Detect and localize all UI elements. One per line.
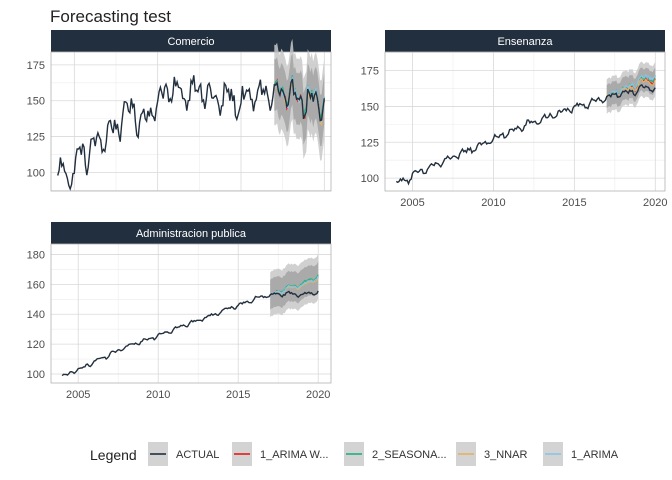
x-tick-label: 2020: [306, 389, 330, 401]
forecast-line-1-arima: [273, 75, 325, 123]
y-tick-label: 100: [27, 369, 45, 381]
y-tick-label: 160: [27, 279, 45, 291]
x-tick-label: 2010: [146, 389, 170, 401]
legend-item-3-nnar: 3_NNAR: [456, 442, 527, 466]
y-tick-label: 120: [27, 339, 45, 351]
legend-label: 1_ARIMA W...: [260, 449, 328, 461]
panel-border: [50, 243, 332, 384]
panel-border: [50, 51, 332, 192]
legend-item-1-arima-w: 1_ARIMA W...: [232, 442, 328, 466]
y-tick-label: 140: [27, 309, 45, 321]
facet-strip-label: Comercio: [167, 36, 214, 48]
y-tick-label: 175: [361, 66, 379, 78]
y-tick-label: 180: [27, 249, 45, 261]
facet-strip-label: Administracion publica: [136, 228, 247, 240]
y-tick-label: 150: [27, 96, 45, 108]
y-tick-label: 100: [27, 167, 45, 179]
panel-background: [385, 52, 665, 191]
actual-line: [395, 84, 656, 186]
chart-title: Forecasting test: [50, 7, 171, 26]
panel-administracion-publica: Administracion publica 100 120 140 160 180 200…: [27, 222, 332, 401]
panel-comercio: Comercio 100 125 150 175: [27, 30, 332, 192]
x-tick-label: 2005: [400, 197, 424, 209]
legend-label: ACTUAL: [176, 449, 219, 461]
x-tick-label: 2015: [562, 197, 586, 209]
y-tick-label: 100: [361, 173, 379, 185]
legend-item-1-arima: 1_ARIMA: [543, 442, 619, 466]
facet-strip: [385, 30, 665, 52]
legend-item-actual: ACTUAL: [148, 442, 219, 466]
y-tick-label: 175: [27, 60, 45, 72]
panel-background: [51, 244, 331, 383]
panel-border: [384, 51, 666, 192]
facet-strip-label: Ensenanza: [497, 36, 553, 48]
y-tick-label: 125: [27, 132, 45, 144]
legend-title: Legend: [90, 447, 137, 463]
x-tick-label: 2005: [66, 389, 90, 401]
panel-ensenanza: Ensenanza 100 125 150 175 2005 2010 2015 2020: [361, 30, 668, 209]
legend-label: 2_SEASONA...: [372, 449, 447, 461]
legend: Legend ACTUAL 1_ARIMA W... 2_SEASONA... 3_N…: [90, 442, 619, 466]
x-tick-label: 2010: [481, 197, 505, 209]
actual-line: [61, 290, 319, 377]
y-tick-label: 125: [361, 137, 379, 149]
forecast-line-1-arima: [269, 275, 319, 296]
facet-strip: [51, 30, 331, 52]
x-tick-label: 2015: [226, 389, 250, 401]
forecast-line-1-arima: [606, 73, 656, 99]
y-tick-label: 150: [361, 101, 379, 113]
legend-item-2-seasona: 2_SEASONA...: [344, 442, 447, 466]
facet-strip: [51, 222, 331, 244]
actual-line: [57, 75, 325, 191]
x-tick-label: 2020: [643, 197, 667, 209]
legend-label: 3_NNAR: [484, 449, 527, 461]
legend-label: 1_ARIMA: [571, 449, 619, 461]
